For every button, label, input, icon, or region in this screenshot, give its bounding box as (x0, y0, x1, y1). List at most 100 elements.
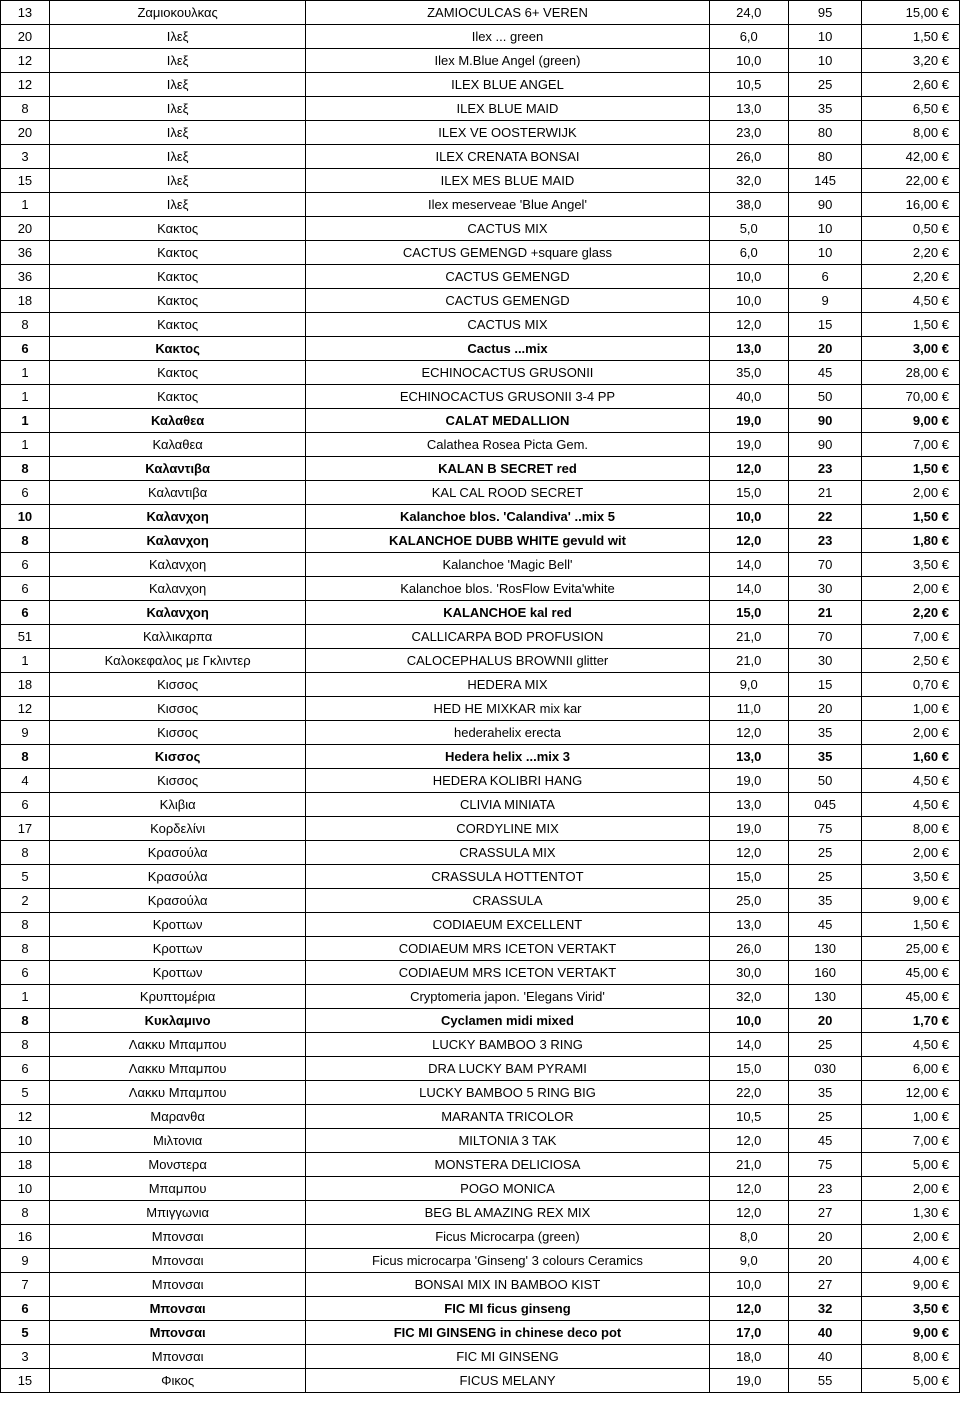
cell-name: Κρυπτομέρια (49, 985, 306, 1009)
table-row: 6ΚροττωνCODIAEUM MRS ICETON VERTAKT30,01… (1, 961, 960, 985)
cell-qty: 1 (1, 985, 50, 1009)
cell-num2: 145 (788, 169, 861, 193)
cell-num2: 27 (788, 1273, 861, 1297)
cell-num1: 14,0 (709, 1033, 788, 1057)
cell-num2: 15 (788, 673, 861, 697)
cell-qty: 5 (1, 1321, 50, 1345)
cell-num2: 45 (788, 913, 861, 937)
table-row: 1ΚρυπτομέριαCryptomeria japon. 'Elegans … (1, 985, 960, 1009)
table-row: 6ΚαλανχοηKalanchoe 'Magic Bell'14,0703,5… (1, 553, 960, 577)
cell-num1: 23,0 (709, 121, 788, 145)
table-row: 1ΚακτοςECHINOCACTUS GRUSONII35,04528,00 … (1, 361, 960, 385)
cell-qty: 7 (1, 1273, 50, 1297)
cell-num1: 15,0 (709, 865, 788, 889)
cell-name: Καλαθεα (49, 433, 306, 457)
cell-qty: 8 (1, 313, 50, 337)
cell-num1: 32,0 (709, 985, 788, 1009)
cell-name: Καλοκεφαλος με Γκλιντερ (49, 649, 306, 673)
cell-qty: 1 (1, 193, 50, 217)
cell-name: Μαρανθα (49, 1105, 306, 1129)
cell-desc: ECHINOCACTUS GRUSONII (306, 361, 709, 385)
cell-price: 2,00 € (862, 1225, 960, 1249)
cell-num1: 12,0 (709, 313, 788, 337)
cell-desc: Ficus microcarpa 'Ginseng' 3 colours Cer… (306, 1249, 709, 1273)
cell-num1: 10,0 (709, 49, 788, 73)
cell-price: 1,00 € (862, 1105, 960, 1129)
table-row: 1ΚαλαθεαCALAT MEDALLION19,0909,00 € (1, 409, 960, 433)
cell-name: Μπονσαι (49, 1297, 306, 1321)
table-row: 12ΚισσοςHED HE MIXKAR mix kar11,0201,00 … (1, 697, 960, 721)
cell-num2: 9 (788, 289, 861, 313)
cell-num2: 80 (788, 121, 861, 145)
cell-num1: 13,0 (709, 337, 788, 361)
cell-qty: 3 (1, 1345, 50, 1369)
cell-desc: CACTUS GEMENGD +square glass (306, 241, 709, 265)
cell-name: Ζαμιοκουλκας (49, 1, 306, 25)
cell-desc: Calathea Rosea Picta Gem. (306, 433, 709, 457)
cell-qty: 8 (1, 529, 50, 553)
cell-qty: 8 (1, 97, 50, 121)
plant-price-table: 13ΖαμιοκουλκαςZAMIOCULCAS 6+ VEREN24,095… (0, 0, 960, 1393)
cell-num1: 13,0 (709, 745, 788, 769)
cell-price: 70,00 € (862, 385, 960, 409)
cell-num1: 25,0 (709, 889, 788, 913)
cell-name: Κυκλαμινο (49, 1009, 306, 1033)
cell-num1: 35,0 (709, 361, 788, 385)
table-row: 9Κισσοςhederahelix erecta12,0352,00 € (1, 721, 960, 745)
cell-desc: CRASSULA MIX (306, 841, 709, 865)
cell-desc: ILEX MES BLUE MAID (306, 169, 709, 193)
cell-name: Κρασούλα (49, 841, 306, 865)
table-row: 8ΚρασούλαCRASSULA MIX12,0252,00 € (1, 841, 960, 865)
cell-num1: 14,0 (709, 553, 788, 577)
cell-num2: 40 (788, 1321, 861, 1345)
cell-desc: CACTUS MIX (306, 217, 709, 241)
cell-desc: Cactus ...mix (306, 337, 709, 361)
cell-price: 8,00 € (862, 817, 960, 841)
cell-name: Κακτος (49, 313, 306, 337)
cell-desc: CRASSULA (306, 889, 709, 913)
table-row: 6ΚαλανχοηKalanchoe blos. 'RosFlow Evita'… (1, 577, 960, 601)
cell-name: Κακτος (49, 265, 306, 289)
cell-name: Μπονσαι (49, 1321, 306, 1345)
cell-name: Ιλεξ (49, 193, 306, 217)
cell-num1: 19,0 (709, 769, 788, 793)
cell-qty: 51 (1, 625, 50, 649)
cell-desc: Hedera helix ...mix 3 (306, 745, 709, 769)
table-row: 10ΜιλτονιαMILTONIA 3 TAK12,0457,00 € (1, 1129, 960, 1153)
cell-desc: hederahelix erecta (306, 721, 709, 745)
cell-name: Ιλεξ (49, 49, 306, 73)
table-row: 2ΚρασούλαCRASSULA25,0359,00 € (1, 889, 960, 913)
cell-desc: BEG BL AMAZING REX MIX (306, 1201, 709, 1225)
cell-price: 4,50 € (862, 1033, 960, 1057)
cell-desc: POGO MONICA (306, 1177, 709, 1201)
cell-desc: FIC MI GINSENG in chinese deco pot (306, 1321, 709, 1345)
cell-desc: CACTUS GEMENGD (306, 265, 709, 289)
cell-num2: 70 (788, 553, 861, 577)
cell-num2: 10 (788, 25, 861, 49)
table-row: 36ΚακτοςCACTUS GEMENGD10,062,20 € (1, 265, 960, 289)
cell-price: 9,00 € (862, 409, 960, 433)
cell-price: 8,00 € (862, 121, 960, 145)
cell-num1: 12,0 (709, 721, 788, 745)
cell-num1: 10,0 (709, 265, 788, 289)
cell-num2: 45 (788, 361, 861, 385)
table-row: 12ΙλεξILEX BLUE ANGEL10,5252,60 € (1, 73, 960, 97)
cell-desc: CACTUS MIX (306, 313, 709, 337)
cell-num2: 20 (788, 337, 861, 361)
cell-desc: BONSAI MIX IN BAMBOO KIST (306, 1273, 709, 1297)
table-row: 7ΜπονσαιBONSAI MIX IN BAMBOO KIST10,0279… (1, 1273, 960, 1297)
cell-name: Κακτος (49, 217, 306, 241)
cell-desc: ILEX BLUE ANGEL (306, 73, 709, 97)
cell-qty: 6 (1, 1297, 50, 1321)
cell-price: 9,00 € (862, 1273, 960, 1297)
cell-qty: 2 (1, 889, 50, 913)
cell-desc: Cryptomeria japon. 'Elegans Virid' (306, 985, 709, 1009)
cell-qty: 15 (1, 169, 50, 193)
cell-qty: 18 (1, 289, 50, 313)
cell-name: Κισσος (49, 697, 306, 721)
table-row: 1ΙλεξIlex meserveae 'Blue Angel'38,09016… (1, 193, 960, 217)
table-row: 8ΚισσοςHedera helix ...mix 313,0351,60 € (1, 745, 960, 769)
table-row: 1ΚακτοςECHINOCACTUS GRUSONII 3-4 PP40,05… (1, 385, 960, 409)
cell-qty: 17 (1, 817, 50, 841)
table-row: 20ΚακτοςCACTUS MIX5,0100,50 € (1, 217, 960, 241)
